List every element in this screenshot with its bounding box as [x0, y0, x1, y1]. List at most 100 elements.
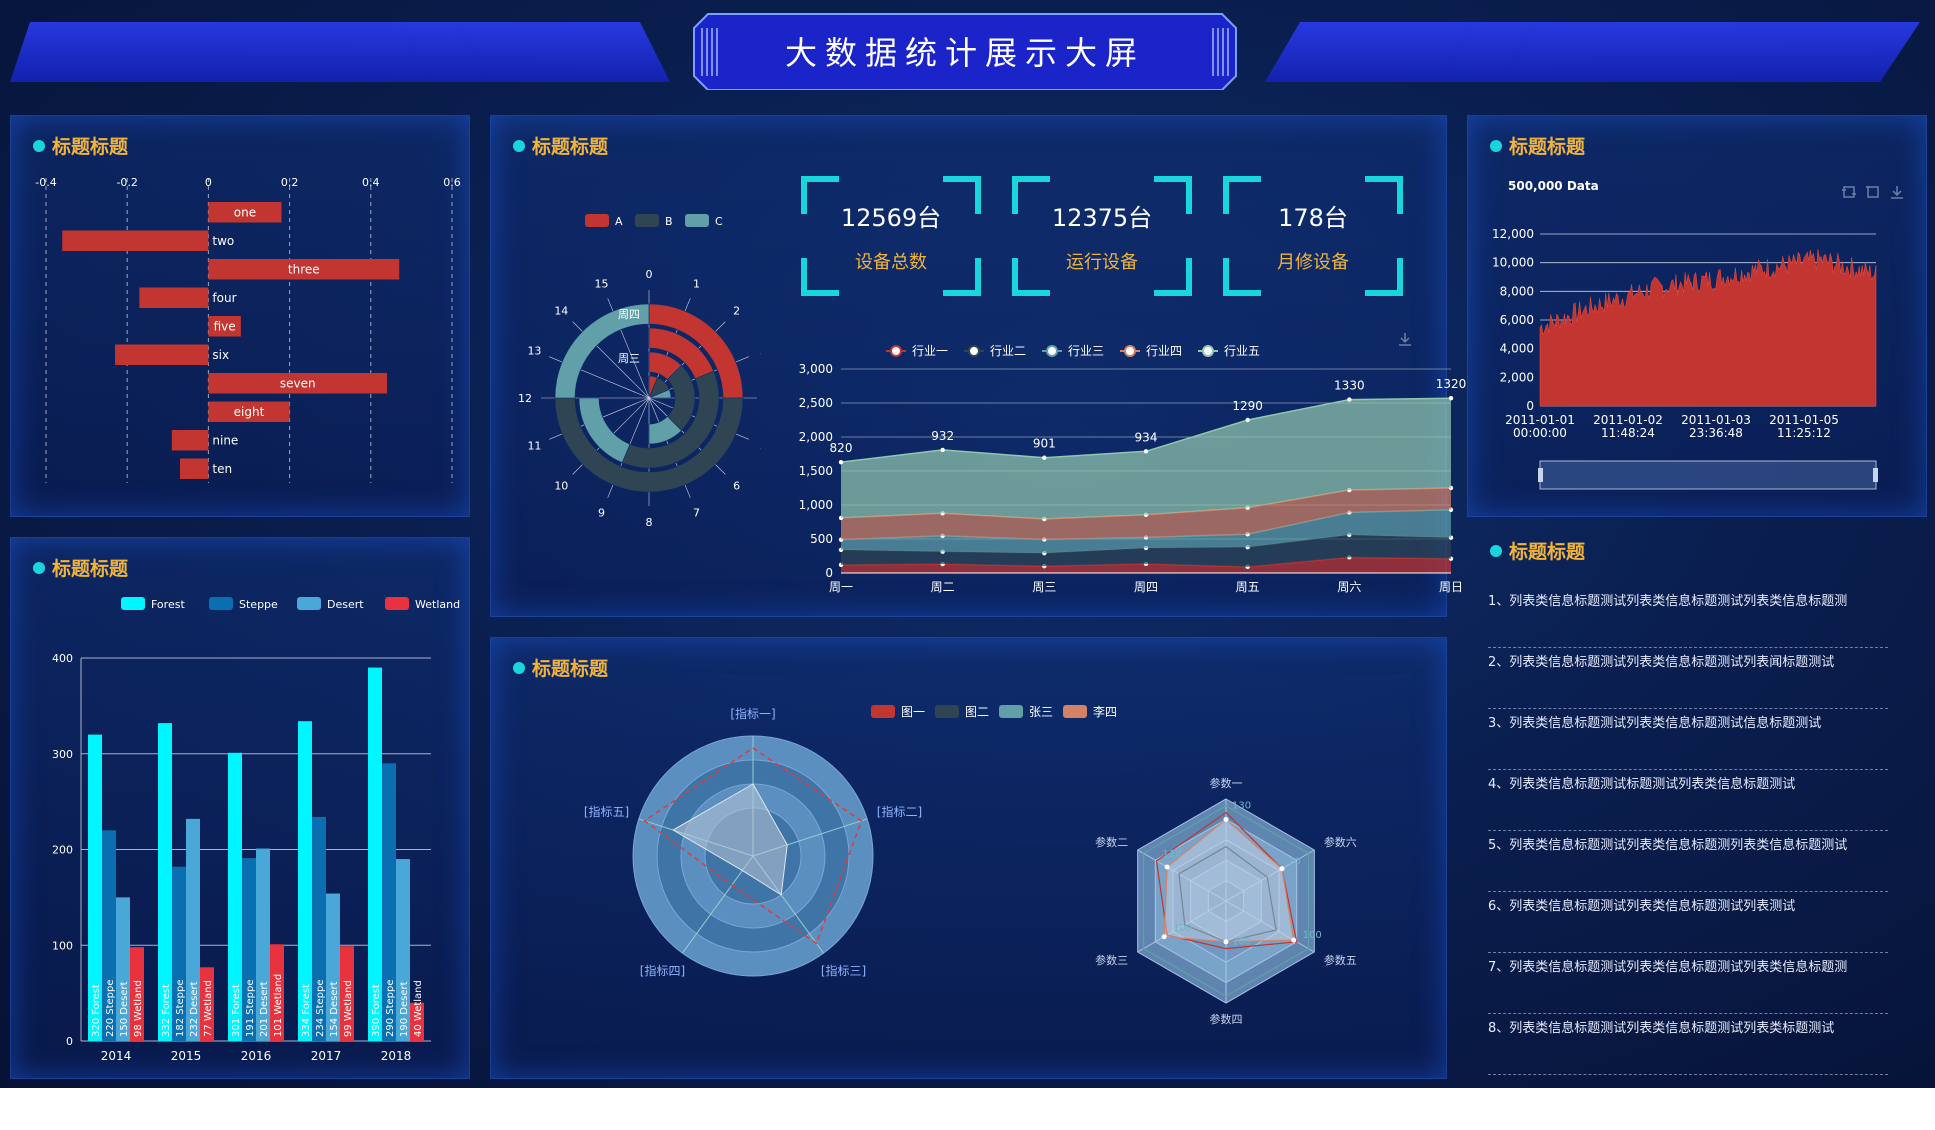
- tick-label: 1,000: [799, 498, 833, 512]
- bar-label: 77 Wetland: [203, 980, 214, 1037]
- download-icon[interactable]: [1397, 331, 1413, 347]
- list-item[interactable]: 4、列表类信息标题测试标题测试列表类信息标题测试: [1488, 770, 1888, 831]
- panel-big-data: 标题标题 500,000 Data 0 2,000 4,000 6,000 8,000 10…: [1467, 115, 1927, 517]
- radius-label: 周三: [618, 352, 640, 365]
- legend-label: 行业三: [1068, 344, 1104, 358]
- tick-label: -0.2: [116, 176, 137, 189]
- point-label: 100: [1173, 923, 1192, 934]
- tick-label: 0.2: [281, 176, 299, 189]
- point-label: 130: [1232, 801, 1251, 812]
- point-label: 100: [1232, 937, 1251, 948]
- tick-label: 2,000: [799, 430, 833, 444]
- bar-label: five: [214, 319, 236, 333]
- stacked-area-chart: 行业一 行业二 行业三 行业四 行业五 0 500 1,000 1,500 2,000 2,500 3…: [799, 344, 1467, 594]
- list-item[interactable]: 6、列表类信息标题测试列表类信息标题测试列表测试: [1488, 892, 1888, 953]
- point-label: 100: [1303, 930, 1322, 941]
- point: [1279, 866, 1285, 872]
- bar: [208, 372, 388, 394]
- panel-title-text: 标题标题: [532, 136, 609, 158]
- bar-label: 99 Wetland: [343, 980, 354, 1037]
- bar: [340, 946, 354, 1041]
- category-label: 周日: [1439, 580, 1463, 594]
- legend-label: C: [715, 215, 723, 228]
- slider-handle-right[interactable]: [1873, 468, 1878, 482]
- tick-label: 1,500: [799, 464, 833, 478]
- radar-charts: 图一 图二 张三 李四[指标一][指标二][指标三][指标四][指标五]参数一参数六参…: [584, 704, 1357, 1026]
- bar: [298, 721, 312, 1041]
- bar: [102, 830, 116, 1041]
- list-item[interactable]: 5、列表类信息标题测试列表类信息标题测列表类信息标题测试: [1488, 831, 1888, 892]
- bar-label: one: [234, 205, 256, 219]
- bar: [200, 967, 214, 1041]
- point-label: 70: [1288, 857, 1301, 868]
- zoom-reset-icon[interactable]: [1865, 184, 1881, 200]
- bar: [256, 848, 270, 1041]
- panel-title-text: 标题标题: [52, 558, 129, 580]
- tick-label: 200: [52, 844, 73, 857]
- title-frame: [693, 13, 1237, 90]
- bar-label: 220 Steppe: [105, 979, 116, 1037]
- bar: [410, 1002, 424, 1041]
- tick-label: 300: [52, 748, 73, 761]
- list-item[interactable]: 3、列表类信息标题测试列表类信息标题测试信息标题测试: [1488, 709, 1888, 770]
- bullet-dot-icon: [1490, 545, 1502, 557]
- angle-tick: 9: [598, 507, 605, 520]
- list-item[interactable]: 2、列表类信息标题测试列表类信息标题测试列表闻标题测试: [1488, 648, 1888, 709]
- bar-label: 290 Steppe: [385, 979, 396, 1037]
- bar: [312, 816, 326, 1041]
- legend-swatch: [385, 597, 409, 610]
- slider-handle-left[interactable]: [1538, 468, 1543, 482]
- list-item[interactable]: 1、列表类信息标题测试列表类信息标题测试列表类信息标题测: [1488, 587, 1888, 648]
- polar-bar-chart: ABC0123456789101112131415周三周四: [518, 214, 761, 529]
- angle-tick: 0: [646, 268, 653, 281]
- tick-label: 2011-01-02: [1593, 413, 1663, 427]
- bar: [139, 287, 209, 309]
- bar: [208, 315, 241, 337]
- point: [1245, 417, 1250, 423]
- indicator-label: [指标三]: [821, 963, 866, 978]
- grouped-bar-chart: 0 100 200 300 400 Forest Steppe Desert Wetland 32…: [52, 597, 460, 1063]
- angle-tick: 11: [527, 439, 541, 452]
- radar-series: [643, 747, 863, 945]
- bar-label: 320 Forest: [91, 984, 102, 1037]
- data-label: 1330: [1334, 379, 1365, 393]
- category-label: 周二: [931, 580, 955, 594]
- point: [1042, 455, 1047, 460]
- list-item[interactable]: 7、列表类信息标题测试列表类信息标题测试列表类信息标题测: [1488, 953, 1888, 1014]
- save-image-icon[interactable]: [1889, 184, 1905, 200]
- legend-label: 张三: [1029, 705, 1053, 719]
- bullet-dot-icon: [33, 140, 45, 152]
- stat-frame: [1012, 176, 1192, 296]
- dashboard: 大数据统计展示大屏 标题标题 -0.4 -0.2 0 0.2 0.4 0.6 one two t…: [0, 0, 1935, 1088]
- legend-label: 图一: [901, 705, 925, 719]
- bar: [115, 344, 209, 366]
- legend-swatch: [635, 214, 659, 227]
- chart-title: 500,000 Data: [1508, 179, 1599, 193]
- zoom-icon[interactable]: [1841, 184, 1857, 200]
- data-zoom-slider[interactable]: [1539, 460, 1877, 490]
- bar-label: 182 Steppe: [175, 979, 186, 1037]
- tick-label: 100: [52, 939, 73, 952]
- bullet-dot-icon: [513, 662, 525, 674]
- tick-label: 6,000: [1500, 313, 1534, 327]
- legend-swatch: [209, 597, 233, 610]
- news-list: 1、列表类信息标题测试列表类信息标题测试列表类信息标题测 2、列表类信息标题测试…: [1488, 587, 1888, 1075]
- bar-label: seven: [280, 376, 316, 390]
- bullet-dot-icon: [513, 140, 525, 152]
- category-label: 周四: [1134, 580, 1158, 594]
- legend-marker: [890, 345, 902, 357]
- panel-title: 标题标题: [513, 132, 608, 159]
- point: [1347, 397, 1352, 402]
- legend-marker: [1046, 345, 1058, 357]
- category-label: 2016: [241, 1049, 272, 1063]
- indicator-label: 参数三: [1095, 953, 1128, 967]
- stat-repair-devices: 178台 月修设备: [1223, 176, 1403, 296]
- header-deco-right-2: [1440, 22, 1535, 82]
- legend-label: 李四: [1093, 704, 1117, 719]
- data-label: 820: [830, 441, 853, 455]
- radar-axis: [682, 855, 754, 954]
- legend-label: Forest: [151, 598, 185, 611]
- angle-tick: 15: [595, 277, 609, 290]
- list-item[interactable]: 8、列表类信息标题测试列表类信息标题测试列表类标题测试: [1488, 1014, 1888, 1075]
- indicator-label: [指标二]: [877, 804, 922, 819]
